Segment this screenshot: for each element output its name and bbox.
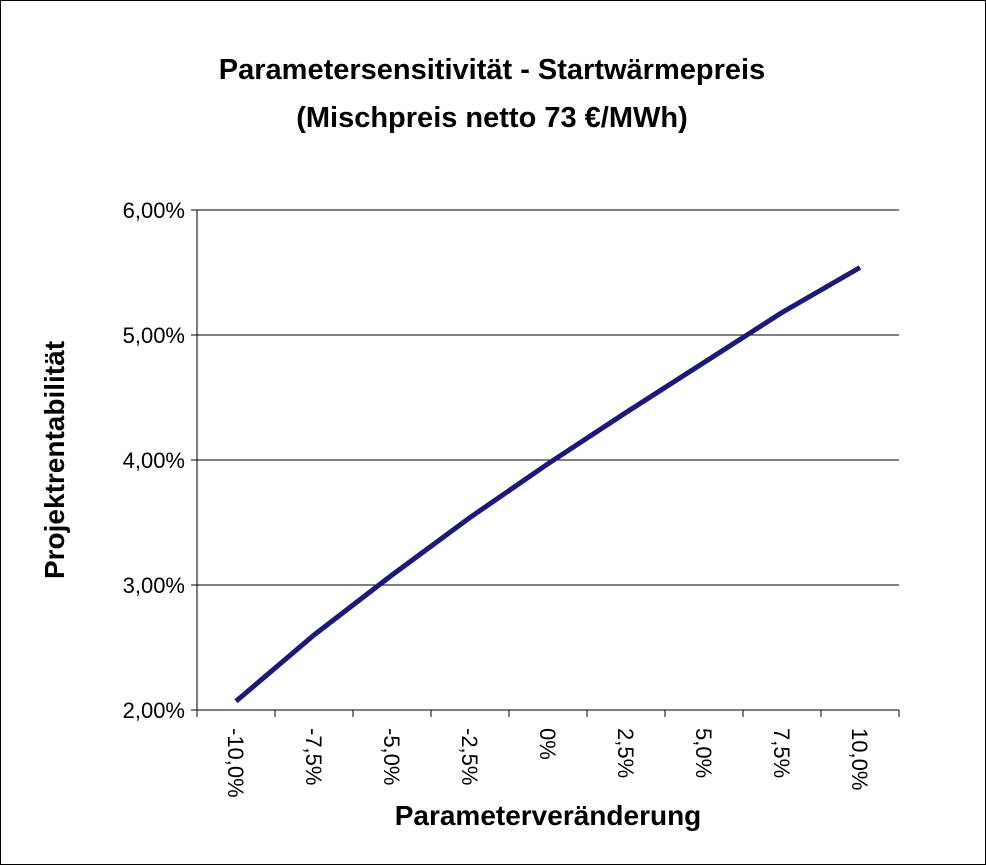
chart-title: Parametersensitivität - Startwärmepreis [219, 54, 765, 86]
y-axis-label: Projektrentabilität [39, 341, 70, 579]
x-axis-label: Parameterveränderung [395, 800, 702, 831]
x-tick-label: 5,0% [691, 728, 716, 778]
y-tick-label: 2,00% [123, 698, 185, 723]
x-tick-label: 7,5% [769, 728, 794, 778]
line [234, 265, 862, 704]
x-tick-label: -7,5% [301, 728, 326, 785]
x-tick-label: 0% [535, 728, 560, 760]
x-tick-label: -10,0% [223, 728, 248, 798]
x-tick-label: -2,5% [457, 728, 482, 785]
y-tick-label: 3,00% [123, 573, 185, 598]
y-tick-label: 6,00% [123, 198, 185, 223]
chart-subtitle: (Mischpreis netto 73 €/MWh) [296, 102, 688, 134]
y-tick-label: 5,00% [123, 323, 185, 348]
y-tick-label: 4,00% [123, 448, 185, 473]
x-tick-label: -5,0% [379, 728, 404, 785]
x-tick-label: 10,0% [847, 728, 872, 790]
x-tick-label: 2,5% [613, 728, 638, 778]
